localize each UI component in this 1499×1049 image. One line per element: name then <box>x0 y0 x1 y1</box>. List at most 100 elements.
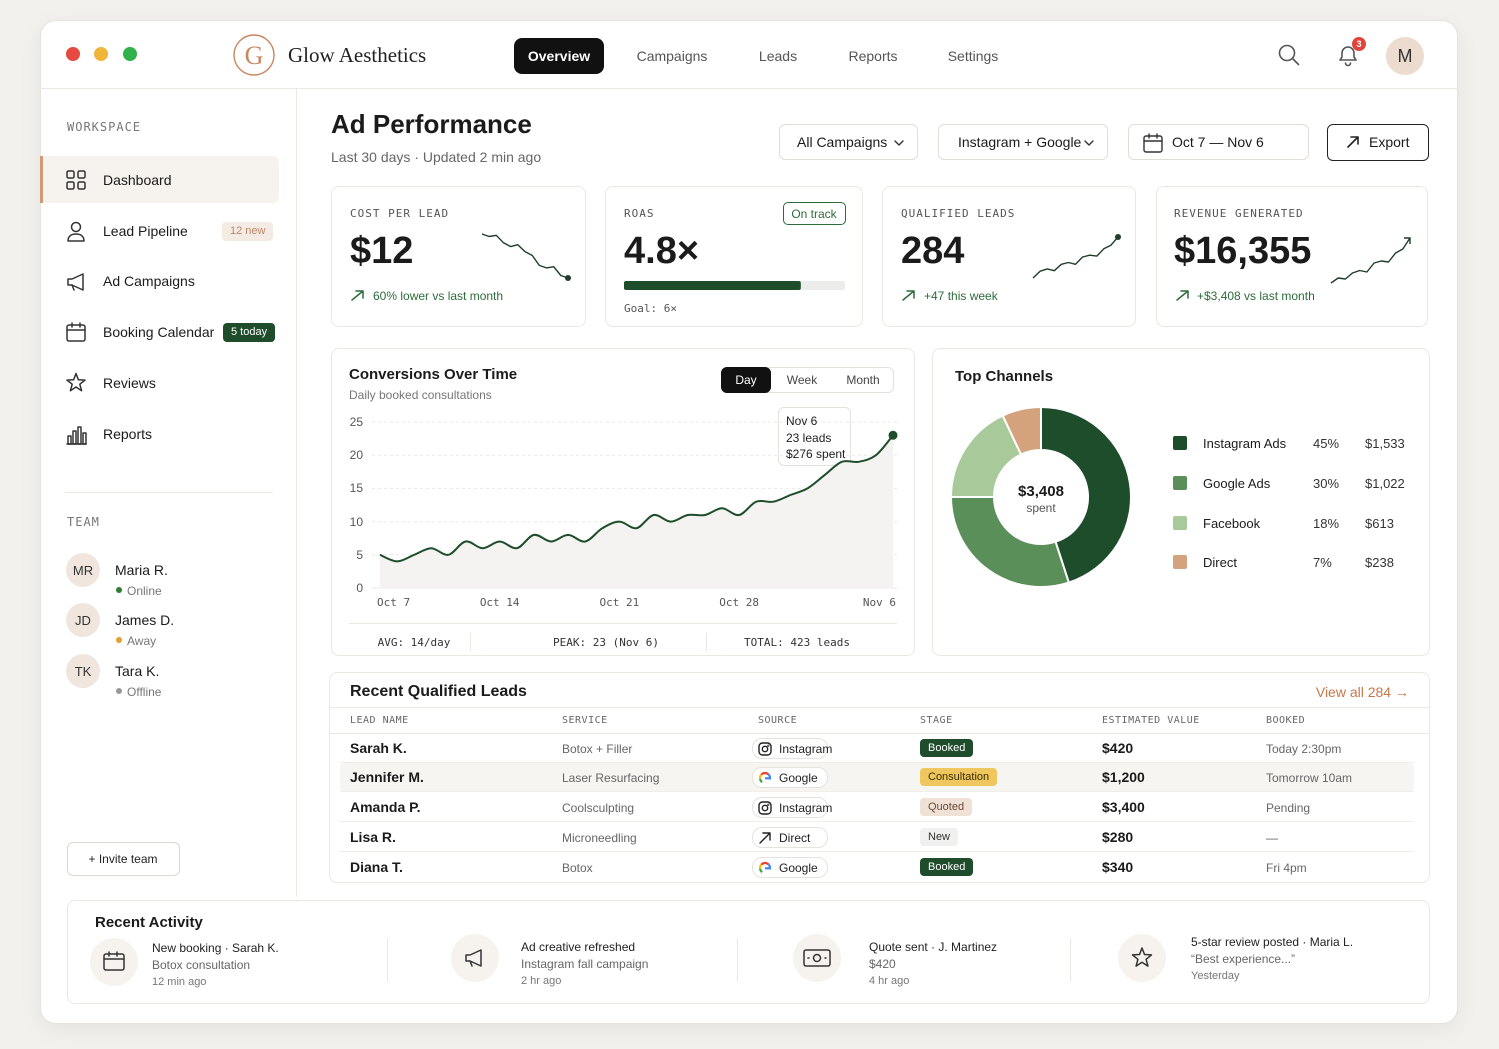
legend-swatch <box>1173 436 1187 450</box>
window-control <box>66 47 80 61</box>
nav-link[interactable]: Leads <box>758 48 798 64</box>
y-tick-label: 25 <box>349 415 363 429</box>
lead-value: $340 <box>1102 859 1134 875</box>
lead-source: Google <box>779 861 818 875</box>
lead-source: Google <box>779 771 818 785</box>
calendar-icon-part <box>1143 135 1163 153</box>
google-icon-part <box>760 771 770 776</box>
y-tick-label: 10 <box>349 514 363 529</box>
search-icon-part <box>1291 57 1300 66</box>
legend-swatch <box>1173 516 1187 530</box>
team-initials: TK <box>74 663 92 679</box>
activity-sep <box>1070 938 1071 982</box>
avatar-initial[interactable]: M <box>1397 46 1413 66</box>
activity-icon-part <box>812 953 822 963</box>
activity-icon-bg <box>1118 934 1166 982</box>
legend-percent: 18% <box>1313 515 1340 531</box>
calendar-icon-part <box>1143 133 1163 142</box>
nav-item[interactable]: Reports <box>103 426 153 442</box>
legend-label: Google Ads <box>1203 475 1271 491</box>
lead-name: Diana T. <box>350 859 403 875</box>
column-header: BOOKED <box>1266 715 1306 726</box>
date-label[interactable]: Oct 7 — Nov 6 <box>1172 134 1264 150</box>
tab[interactable]: Week <box>786 373 818 387</box>
filter[interactable] <box>779 124 918 160</box>
activity-detail: $420 <box>869 957 896 971</box>
tab[interactable]: Month <box>846 373 880 387</box>
bell-icon <box>1339 46 1357 67</box>
tooltip-text: Nov 6 <box>786 414 818 428</box>
nav-item[interactable]: Dashboard <box>103 172 172 188</box>
sidebar-icon-part <box>77 170 86 179</box>
lead-service: Coolsculpting <box>562 801 635 815</box>
tooltip <box>778 407 851 466</box>
y-tick-label: 0 <box>356 581 363 595</box>
table-title: Recent Qualified Leads <box>350 683 527 700</box>
donut-center-label: spent <box>1026 501 1056 515</box>
tab[interactable]: Day <box>735 373 757 387</box>
donut-segment <box>1001 405 1042 456</box>
team-avatar <box>66 553 100 587</box>
instagram-icon-part <box>767 744 770 747</box>
activity-icon-bg <box>451 934 499 982</box>
nav-active[interactable] <box>40 156 279 203</box>
sidebar-icon <box>66 372 86 392</box>
search-icon-part <box>1278 44 1296 62</box>
export-icon <box>1347 136 1359 148</box>
nav-item[interactable]: Reviews <box>103 375 156 391</box>
nav-link[interactable]: Reports <box>848 48 898 64</box>
nav-link[interactable]: Settings <box>947 48 999 64</box>
team-name: James D. <box>115 612 175 628</box>
export-label[interactable]: Export <box>1369 134 1410 150</box>
team-status: Online <box>127 584 162 598</box>
activity-heading: New booking · Sarah K. <box>152 941 279 955</box>
x-tick-label: Oct 21 <box>599 595 640 609</box>
overview-pill[interactable] <box>514 38 604 74</box>
sidebar-icon-part <box>71 284 75 291</box>
instagram-icon-part <box>758 742 772 756</box>
direct-icon <box>759 832 771 844</box>
status-badge <box>783 202 846 225</box>
legend-swatch <box>1173 476 1187 490</box>
section-label: WORKSPACE <box>67 120 142 134</box>
lead-name: Amanda P. <box>350 799 421 815</box>
view-all-link[interactable]: View all 284 → <box>1315 684 1409 700</box>
direct-icon-part <box>759 832 771 844</box>
nav-item[interactable]: Booking Calendar <box>103 324 215 340</box>
nav-item[interactable]: Ad Campaigns <box>103 273 195 289</box>
row-rule <box>340 821 1414 822</box>
google-icon-part <box>767 863 772 870</box>
stat: PEAK: 23 (Nov 6) <box>553 635 659 649</box>
invite-button[interactable] <box>67 842 180 876</box>
nav-link[interactable]: Overview <box>527 48 591 64</box>
donut-segment <box>1040 405 1132 584</box>
activity-icon <box>803 949 831 967</box>
date-filter[interactable] <box>1128 124 1309 160</box>
donut-card <box>932 348 1430 656</box>
activity-icon <box>103 951 125 971</box>
invite-label[interactable]: + Invite team <box>88 852 158 866</box>
filter-label[interactable]: All Campaigns <box>797 134 888 150</box>
activity-heading: Ad creative refreshed <box>521 940 636 954</box>
sidebar-icon <box>66 322 86 342</box>
nav-item[interactable]: Lead Pipeline <box>103 223 188 239</box>
legend-amount: $238 <box>1365 554 1394 570</box>
row-rule <box>340 762 1414 763</box>
stats-rule <box>349 623 897 624</box>
lead-value: $1,200 <box>1102 769 1145 785</box>
legend-percent: 30% <box>1313 475 1340 491</box>
stage-badge: Booked <box>920 858 974 876</box>
lead-source: Instagram <box>779 801 833 815</box>
tab-active[interactable] <box>721 367 771 393</box>
sidebar-icon-part <box>66 170 75 179</box>
nav-link[interactable]: Campaigns <box>636 48 708 64</box>
filter[interactable] <box>938 124 1108 160</box>
brand: Glow Aesthetics <box>288 42 427 67</box>
export-button[interactable] <box>1327 124 1429 161</box>
chevron <box>894 140 904 146</box>
filter-label[interactable]: Instagram + Google <box>958 134 1082 150</box>
kpi-value: 284 <box>901 230 965 272</box>
row-rule <box>340 791 1414 792</box>
area <box>380 435 893 588</box>
